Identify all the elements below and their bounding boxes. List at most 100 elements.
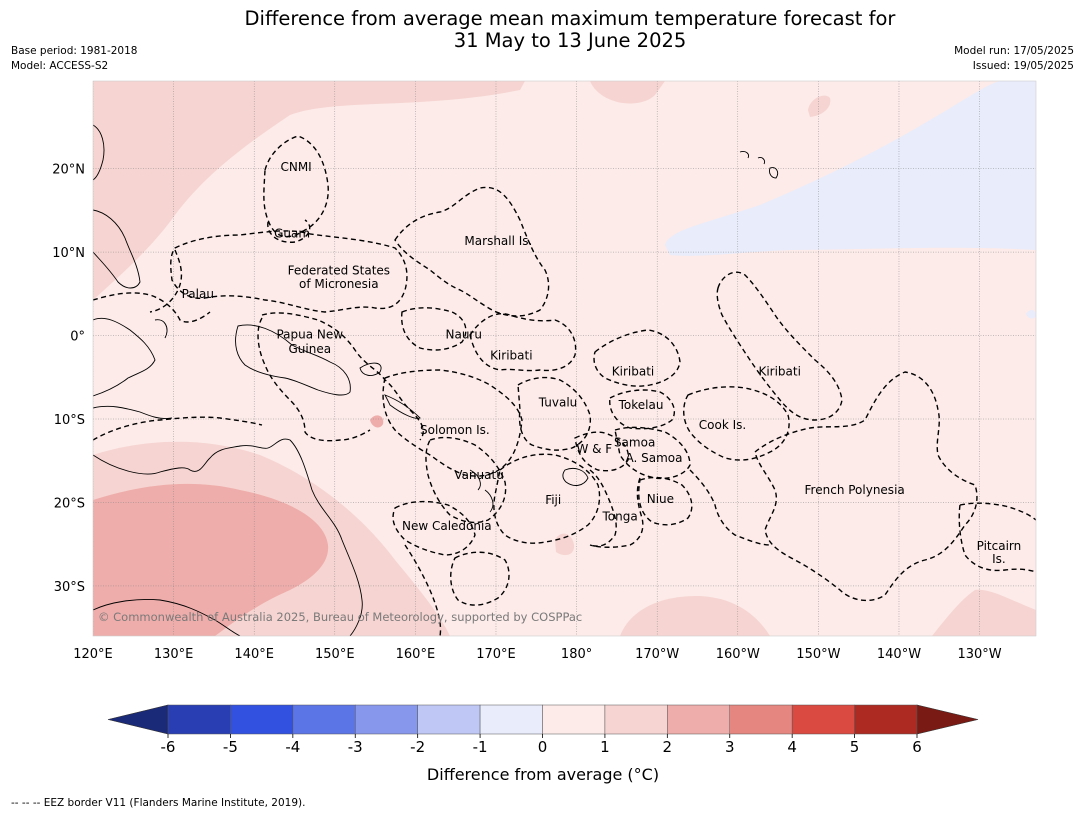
coast-vanuatu-islands — [469, 469, 481, 491]
x-tick-label: 170°E — [476, 647, 516, 662]
eez-kiribati-gilbert — [469, 313, 577, 372]
eez-fiji — [493, 453, 601, 544]
colorbar-tick-label: 0 — [538, 738, 548, 756]
colorbar-bin — [479, 704, 543, 735]
colorbar-bin — [729, 704, 793, 735]
eez-tonga-east — [589, 477, 644, 548]
coast-indonesia — [93, 317, 156, 397]
colorbar: -6 -5 -4 -3 -2 -1 0 1 2 3 4 5 6 — [107, 704, 979, 756]
base-period: Base period: 1981-2018 — [11, 45, 138, 57]
colorbar-bin — [667, 704, 730, 735]
x-tick-label: 170°W — [635, 647, 679, 662]
meta-right: Model run: 17/05/2025 Issued: 19/05/2025 — [954, 44, 1074, 74]
colorbar-tick-label: -3 — [348, 738, 363, 756]
x-tick-label: 150°W — [796, 647, 840, 662]
colorbar-bin — [542, 704, 606, 735]
eez-pitcairn-north — [959, 502, 1036, 521]
colorbar-tick-label: -1 — [473, 738, 488, 756]
colorbar-bin — [355, 704, 418, 735]
y-tick-label: 0° — [70, 330, 85, 345]
region-label: Vanuatu — [454, 468, 504, 482]
eez-solomon-islands — [382, 369, 523, 477]
region-label: Fiji — [545, 493, 561, 507]
eez-palau-north — [149, 249, 183, 313]
eez-kiribati-line — [716, 271, 843, 421]
chart-title-line1: Difference from average mean maximum tem… — [244, 7, 896, 30]
region-label: Tuvalu — [538, 395, 578, 409]
coast-hawaii — [739, 151, 779, 179]
x-tick-label: 130°W — [957, 647, 1001, 662]
coast-fiji — [562, 467, 589, 486]
region-label: Guinea — [289, 342, 332, 356]
x-tick-label: 130°E — [154, 647, 194, 662]
graticule — [93, 81, 1036, 636]
anomaly-2-3-coral-sea — [370, 415, 384, 428]
model-run: Model run: 17/05/2025 — [954, 45, 1074, 57]
colorbar-label: Difference from average (°C) — [427, 765, 659, 784]
coast-new-britain — [359, 362, 382, 376]
anomaly-negative-east — [1026, 310, 1036, 319]
region-label: New Caledonia — [402, 519, 492, 533]
region-label: French Polynesia — [805, 483, 905, 497]
x-tick-label: 140°E — [234, 647, 274, 662]
region-label: Tonga — [602, 510, 638, 524]
eez-vanuatu — [425, 436, 507, 524]
eez-lord-howe — [404, 544, 442, 636]
region-label: CNMI — [280, 160, 311, 174]
eez-source-note: -- -- -- EEZ border V11 (Flanders Marine… — [11, 797, 306, 809]
colorbar-bin — [604, 704, 668, 735]
coast-australia-south — [93, 599, 241, 636]
x-tick-label: 150°E — [315, 647, 355, 662]
colorbar-bin — [791, 704, 855, 735]
anomaly-1-2-southeast — [932, 589, 1036, 636]
eez-png-north — [261, 312, 424, 441]
coast-halmahera — [154, 319, 168, 339]
colorbar-bin — [230, 704, 294, 735]
colorbar-bin — [854, 704, 918, 735]
anomaly-1-2-south-central — [620, 595, 770, 636]
region-label: A. Samoa — [625, 451, 682, 465]
colorbar-under-triangle — [107, 704, 169, 735]
region-label: Pitcairn — [977, 539, 1022, 553]
coastlines — [93, 124, 779, 636]
region-label: Guam — [274, 227, 310, 241]
colorbar-tick-label: 1 — [600, 738, 610, 756]
region-label: Kiribati — [490, 349, 532, 363]
eez-marshall-islands — [394, 186, 550, 317]
region-label: Nauru — [446, 328, 482, 342]
eez-new-caledonia — [392, 500, 476, 556]
region-label: Solomon Is. — [420, 423, 490, 437]
eez-micronesia — [170, 230, 408, 313]
colorbar-tick-label: 6 — [912, 738, 922, 756]
eez-nauru — [401, 307, 467, 351]
coast-new-guinea — [235, 324, 351, 396]
eez-cook-islands-north — [683, 386, 790, 461]
anomaly-1-2-hawaii — [808, 95, 831, 117]
colorbar-tick-label: 2 — [663, 738, 673, 756]
region-label: Kiribati — [612, 364, 654, 378]
colorbar-bin — [167, 704, 231, 735]
eez-kiribati-phoenix — [593, 329, 681, 387]
x-tick-label: 120°E — [73, 647, 113, 662]
anomaly-1-2-north-central — [590, 81, 665, 104]
y-tick-label: 20°S — [54, 496, 85, 511]
eez-indonesia-australia — [93, 416, 263, 441]
eez-png-south — [257, 317, 371, 442]
anomaly-2-3-australia — [93, 483, 329, 636]
colorbar-tick-label: 4 — [787, 738, 797, 756]
region-label: Niue — [647, 492, 674, 506]
colorbar-tick-label: -4 — [285, 738, 300, 756]
axis-ticks: 120°E 130°E 140°E 150°E 160°E 170°E 180° 170°W 1… — [52, 163, 1002, 662]
meta-left: Base period: 1981-2018 Model: ACCESS-S2 — [11, 44, 137, 74]
y-tick-label: 10°S — [54, 413, 85, 428]
y-tick-label: 10°N — [52, 246, 85, 261]
copyright-notice: © Commonwealth of Australia 2025, Bureau… — [98, 610, 582, 624]
colorbar-over-triangle — [916, 704, 979, 735]
colorbar-tick-label: -5 — [223, 738, 238, 756]
eez-tuvalu — [517, 376, 592, 451]
colorbar-tick-label: -6 — [161, 738, 176, 756]
colorbar-tick-label: -2 — [410, 738, 425, 756]
x-tick-label: 140°W — [877, 647, 921, 662]
